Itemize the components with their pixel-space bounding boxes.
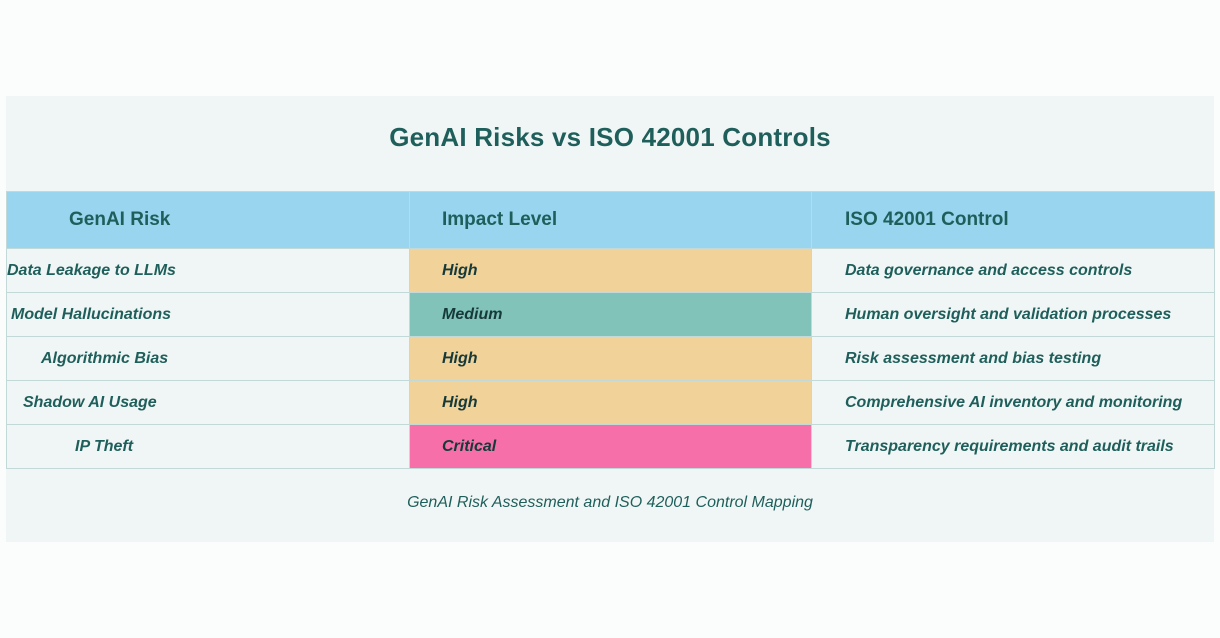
table-title: GenAI Risks vs ISO 42001 Controls (389, 122, 831, 152)
table-row: Shadow AI Usage High Comprehensive AI in… (6, 380, 1215, 425)
table-row: Algorithmic Bias High Risk assessment an… (6, 336, 1215, 381)
impact-cell: Medium (409, 292, 812, 337)
column-header-iso-control: ISO 42001 Control (811, 191, 1215, 249)
impact-cell: High (409, 380, 812, 425)
column-header-genai-risk: GenAI Risk (6, 191, 410, 249)
control-cell: Transparency requirements and audit trai… (811, 424, 1215, 469)
risk-table-panel: GenAI Risks vs ISO 42001 Controls GenAI … (6, 96, 1215, 542)
risk-cell: IP Theft (6, 424, 410, 469)
risk-control-table: GenAI Risk Impact Level ISO 42001 Contro… (6, 191, 1215, 469)
risk-cell: Model Hallucinations (6, 292, 410, 337)
risk-cell: Shadow AI Usage (6, 380, 410, 425)
risk-cell: Data Leakage to LLMs (6, 248, 410, 293)
control-cell: Human oversight and validation processes (811, 292, 1215, 337)
table-header-row: GenAI Risk Impact Level ISO 42001 Contro… (6, 191, 1215, 249)
impact-cell: High (409, 336, 812, 381)
table-row: IP Theft Critical Transparency requireme… (6, 424, 1215, 469)
control-cell: Risk assessment and bias testing (811, 336, 1215, 381)
table-row: Data Leakage to LLMs High Data governanc… (6, 248, 1215, 293)
impact-cell: High (409, 248, 812, 293)
table-caption: GenAI Risk Assessment and ISO 42001 Cont… (407, 494, 813, 511)
table-row: Model Hallucinations Medium Human oversi… (6, 292, 1215, 337)
column-header-impact-level: Impact Level (409, 191, 812, 249)
control-cell: Comprehensive AI inventory and monitorin… (811, 380, 1215, 425)
control-cell: Data governance and access controls (811, 248, 1215, 293)
risk-cell: Algorithmic Bias (6, 336, 410, 381)
impact-cell: Critical (409, 424, 812, 469)
